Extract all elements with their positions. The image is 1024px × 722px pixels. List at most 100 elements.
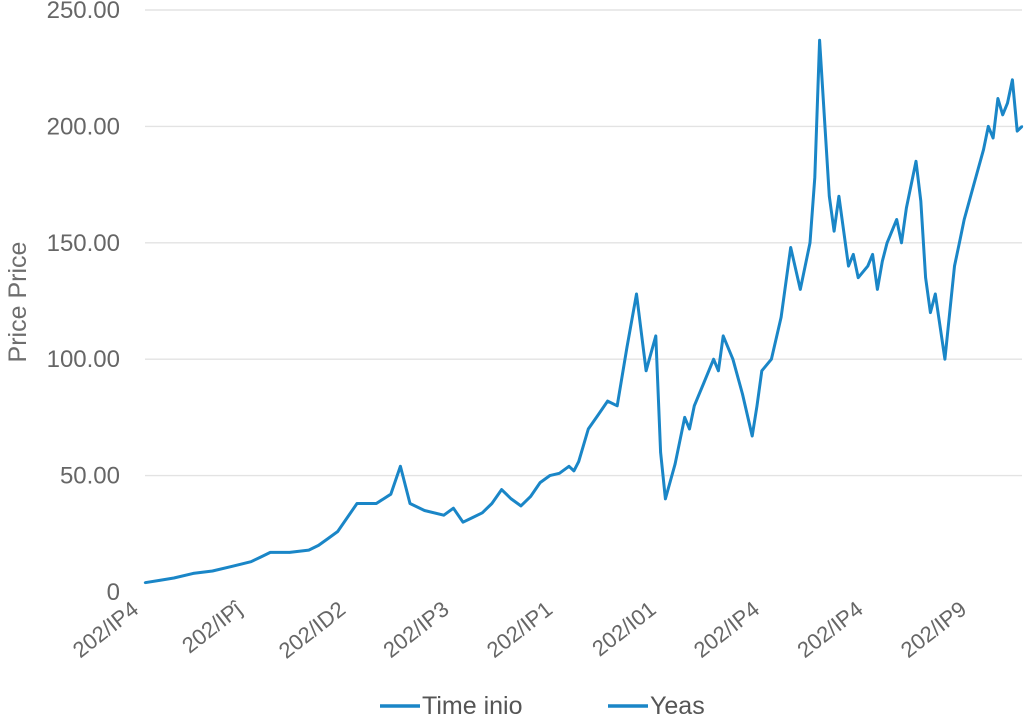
- data-point: [813, 176, 816, 179]
- data-point: [375, 502, 378, 505]
- data-point: [881, 260, 884, 263]
- data-point: [355, 502, 359, 505]
- x-tick-label: 202/IP1: [482, 596, 557, 662]
- data-point: [567, 465, 571, 468]
- data-point: [1011, 78, 1014, 82]
- data-point: [953, 264, 956, 268]
- data-point: [230, 565, 233, 568]
- data-point: [240, 562, 243, 566]
- x-tick-label: 202/I01: [587, 596, 660, 661]
- data-point: [538, 481, 542, 484]
- data-point: [500, 488, 503, 491]
- data-point: [972, 183, 976, 186]
- data-point: [934, 292, 937, 296]
- legend: Time inio Yeas: [380, 692, 705, 720]
- data-point: [587, 427, 590, 431]
- data-point: [452, 506, 455, 510]
- data-point: [832, 229, 836, 233]
- data-point: [577, 460, 580, 463]
- data-point: [635, 292, 638, 296]
- data-point: [929, 311, 932, 314]
- y-axis-label: Price Price: [4, 242, 32, 363]
- data-point: [519, 504, 523, 508]
- data-point: [664, 497, 667, 501]
- data-point: [625, 346, 629, 349]
- data-point: [288, 551, 291, 554]
- data-point: [596, 413, 600, 417]
- data-point: [914, 160, 918, 163]
- data-point: [755, 404, 759, 407]
- data-point: [606, 399, 609, 403]
- data-point: [799, 288, 802, 291]
- data-point: [1020, 125, 1024, 128]
- data-point: [548, 474, 551, 477]
- data-point: [423, 509, 426, 512]
- data-point: [741, 392, 744, 396]
- data-point: [481, 511, 484, 515]
- data-point: [856, 276, 860, 279]
- data-point: [943, 358, 947, 361]
- data-point: [529, 495, 532, 498]
- x-tick-label: 202/ID2: [274, 596, 350, 663]
- data-point: [693, 404, 696, 407]
- data-point: [688, 427, 691, 431]
- data-point: [924, 276, 927, 279]
- data-point: [717, 369, 720, 373]
- legend-label: Time inio: [422, 692, 523, 720]
- data-point: [702, 381, 706, 384]
- data-point: [750, 434, 754, 438]
- data-point: [885, 241, 889, 244]
- x-tick-label: 202/IP9: [896, 596, 971, 662]
- series-line: [144, 38, 1024, 585]
- data-point: [249, 560, 253, 563]
- data-point: [326, 537, 330, 540]
- data-point: [1001, 113, 1004, 116]
- data-point: [779, 316, 783, 319]
- data-point: [1015, 129, 1019, 133]
- data-point: [847, 264, 850, 268]
- y-tick-label: 250.00: [47, 0, 120, 24]
- data-point: [143, 581, 147, 584]
- data-point: [842, 229, 845, 233]
- data-point: [919, 199, 923, 203]
- data-point: [876, 288, 879, 291]
- data-point: [307, 548, 311, 552]
- data-point: [722, 334, 725, 338]
- data-point: [389, 493, 392, 496]
- data-point: [317, 544, 320, 547]
- data-point: [770, 358, 773, 361]
- gridlines: [145, 9, 1022, 477]
- data-point: [558, 472, 561, 475]
- data-point: [958, 241, 961, 244]
- data-point: [962, 218, 966, 221]
- data-point: [789, 246, 792, 249]
- data-point: [471, 516, 474, 519]
- x-tick-label: 202/IPĵ: [177, 596, 247, 659]
- data-point: [712, 358, 715, 361]
- data-point: [1006, 101, 1009, 105]
- data-point: [673, 462, 677, 466]
- series-group: [143, 38, 1024, 585]
- data-point: [866, 264, 870, 268]
- y-tick-label: 200.00: [47, 113, 120, 140]
- data-point: [191, 572, 195, 575]
- legend-label: Yeas: [650, 692, 705, 720]
- y-tick-label: 0: [107, 579, 120, 606]
- data-point: [982, 148, 985, 151]
- data-point: [461, 520, 465, 524]
- data-point: [731, 358, 735, 361]
- data-point: [837, 195, 841, 198]
- data-point: [808, 241, 812, 244]
- data-point: [211, 569, 214, 573]
- y-tick-label: 100.00: [47, 346, 120, 373]
- y-tick-label: 50.00: [60, 463, 120, 490]
- data-point: [659, 451, 662, 454]
- data-point: [158, 579, 161, 582]
- data-point: [948, 311, 951, 314]
- x-tick-label: 202/IP4: [792, 596, 867, 662]
- data-point: [336, 530, 339, 533]
- data-point: [987, 125, 990, 128]
- x-tick-label: 202/IP4: [689, 596, 764, 662]
- data-point: [852, 253, 855, 256]
